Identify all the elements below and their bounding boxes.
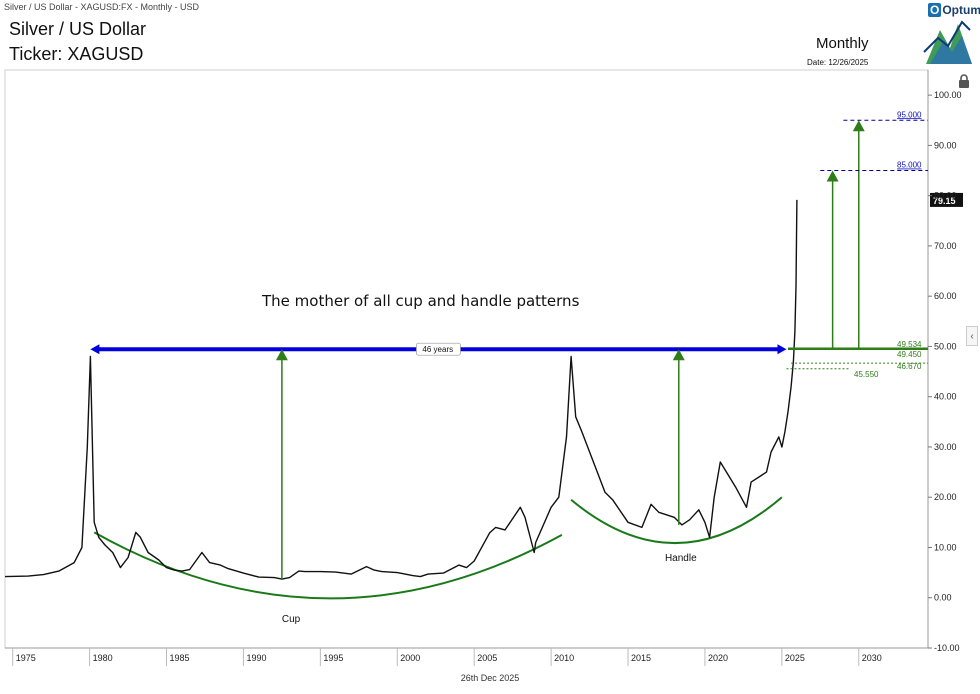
resistance-label: 46 years — [422, 345, 453, 354]
cup-label: Cup — [282, 614, 301, 625]
chevron-left-icon: ‹ — [970, 331, 974, 342]
pattern-annotation: The mother of all cup and handle pattern… — [261, 292, 580, 310]
cup-depth-arrow-head — [275, 349, 288, 361]
x-tick-label: 2005 — [477, 653, 497, 663]
y-tick-label: 100.00 — [934, 90, 962, 100]
target-label: 85.000 — [897, 161, 922, 170]
ticker-label: Ticker: XAGUSD — [9, 44, 144, 64]
target-label: 95.000 — [897, 110, 922, 119]
y-tick-label: 50.00 — [934, 341, 957, 351]
y-tick-label: 10.00 — [934, 542, 957, 552]
period-label: Monthly — [816, 35, 869, 52]
optuma-logo: OOptuma — [928, 3, 980, 17]
price-level-label: 49.534 — [897, 340, 922, 349]
breadcrumb: Silver / US Dollar - XAGUSD:FX - Monthly… — [4, 2, 200, 12]
lock-icon[interactable] — [956, 73, 972, 89]
price-level-label: 46.670 — [897, 362, 922, 371]
plot-frame — [4, 69, 929, 649]
resistance-arrow-right — [777, 344, 787, 355]
x-tick-label: 2025 — [785, 653, 805, 663]
x-tick-label: 2030 — [862, 653, 882, 663]
x-tick-label: 1985 — [170, 653, 190, 663]
y-tick-label: 40.00 — [934, 392, 957, 402]
x-tick-label: 1980 — [93, 653, 113, 663]
resistance-label-box — [416, 342, 461, 356]
price-level-label: 45.550 — [854, 370, 879, 379]
last-price-label: 79.15 — [933, 196, 956, 206]
x-tick-label: 2020 — [708, 653, 728, 663]
y-tick-label: -10.00 — [934, 643, 960, 653]
resistance-arrow-left — [90, 344, 100, 355]
x-tick-label: 2010 — [554, 653, 574, 663]
cup-arc — [93, 531, 563, 600]
x-tick-label: 2015 — [631, 653, 651, 663]
y-tick-label: 20.00 — [934, 492, 957, 502]
y-tick-label: 70.00 — [934, 241, 957, 251]
handle-label: Handle — [665, 553, 697, 564]
panel-toggle-button[interactable]: ‹ — [966, 326, 978, 346]
logo-label: Optuma — [942, 3, 980, 17]
y-tick-label: 60.00 — [934, 291, 957, 301]
y-tick-label: 0.00 — [934, 593, 952, 603]
x-tick-label: 1990 — [246, 653, 266, 663]
logo-mountain-icon — [923, 20, 972, 64]
footer-date: 26th Dec 2025 — [460, 673, 520, 683]
y-tick-label: 30.00 — [934, 442, 957, 452]
cup-target-arrow-head — [852, 120, 865, 132]
x-tick-label: 1995 — [323, 653, 343, 663]
page-title: Silver / US Dollar — [9, 19, 147, 39]
price-series-line — [4, 199, 798, 580]
x-tick-label: 1975 — [16, 653, 36, 663]
handle-target-arrow-head — [826, 170, 839, 182]
last-price-badge — [930, 192, 963, 207]
date-label: Date: 12/26/2025 — [807, 58, 869, 67]
y-tick-label: 80.00 — [934, 191, 957, 201]
optuma-o-icon: O — [928, 3, 942, 17]
y-tick-label: 90.00 — [934, 140, 957, 150]
price-level-label: 49.450 — [897, 350, 922, 359]
handle-depth-arrow-head — [672, 349, 685, 361]
x-tick-label: 2000 — [400, 653, 420, 663]
handle-arc — [570, 496, 783, 545]
